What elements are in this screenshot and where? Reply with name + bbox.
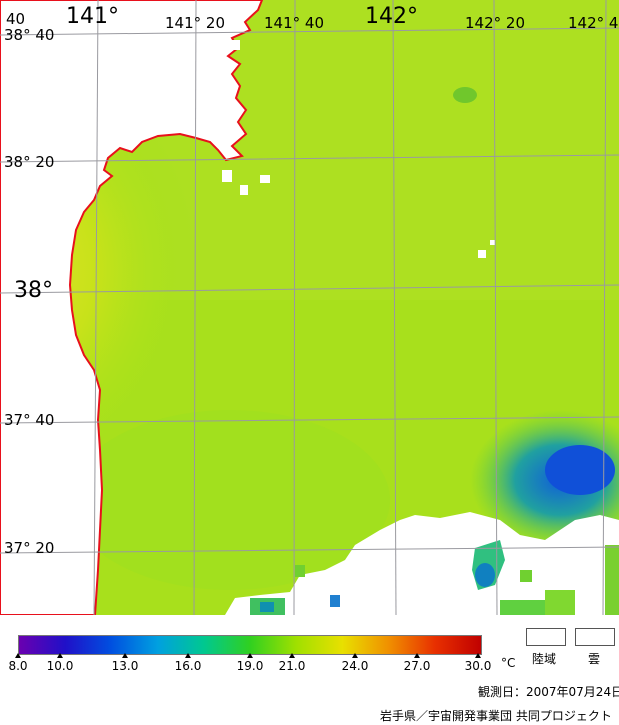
tick-marker	[247, 653, 253, 658]
lat-label-38-20: 38° 20	[4, 153, 55, 171]
tick-label: 24.0	[341, 659, 369, 673]
lon-label-142-20: 142° 20	[465, 14, 525, 32]
tick-label: 27.0	[403, 659, 431, 673]
cloud-legend-label: 雲	[588, 652, 601, 666]
credit-line: 岩手県／宇宙開発事業団 共同プロジェクト	[380, 709, 612, 723]
tick-label: 30.0	[464, 659, 492, 673]
tick-label: 16.0	[174, 659, 202, 673]
cloud-legend-swatch	[575, 628, 615, 646]
lat-label-37-40: 37° 40	[4, 411, 55, 429]
tick-label: 8.0	[8, 659, 28, 673]
tick-label: 10.0	[46, 659, 74, 673]
land-legend-swatch	[526, 628, 566, 646]
tick-marker	[15, 653, 21, 658]
corner-label: 40	[6, 10, 26, 28]
land-area	[0, 0, 264, 615]
tick-marker	[185, 653, 191, 658]
lon-label-142-40: 142° 4	[568, 14, 619, 32]
lon-label-141-20: 141° 20	[165, 14, 225, 32]
lon-label-142: 142°	[365, 4, 418, 29]
tick-label: 21.0	[278, 659, 306, 673]
lat-label-38: 38°	[14, 278, 53, 303]
cloud-areas	[222, 40, 619, 615]
tick-marker	[352, 653, 358, 658]
tick-marker	[57, 653, 63, 658]
sea-surface-temperature-map	[0, 0, 619, 615]
lat-label-38-40: 38° 40	[4, 26, 55, 44]
tick-marker	[475, 653, 481, 658]
graticule	[0, 0, 619, 615]
tick-marker	[289, 653, 295, 658]
observation-date: 観測日：2007年07月24日	[478, 685, 619, 699]
tick-label: 19.0	[236, 659, 264, 673]
lon-label-141-40: 141° 40	[264, 14, 324, 32]
lat-label-37-20: 37° 20	[4, 539, 55, 557]
temperature-color-scale	[18, 635, 482, 655]
lon-label-141: 141°	[66, 4, 119, 29]
tick-marker	[122, 653, 128, 658]
tick-marker	[414, 653, 420, 658]
unit-label: °C	[501, 656, 516, 670]
land-legend-label: 陸域	[532, 652, 557, 666]
tick-label: 13.0	[111, 659, 139, 673]
